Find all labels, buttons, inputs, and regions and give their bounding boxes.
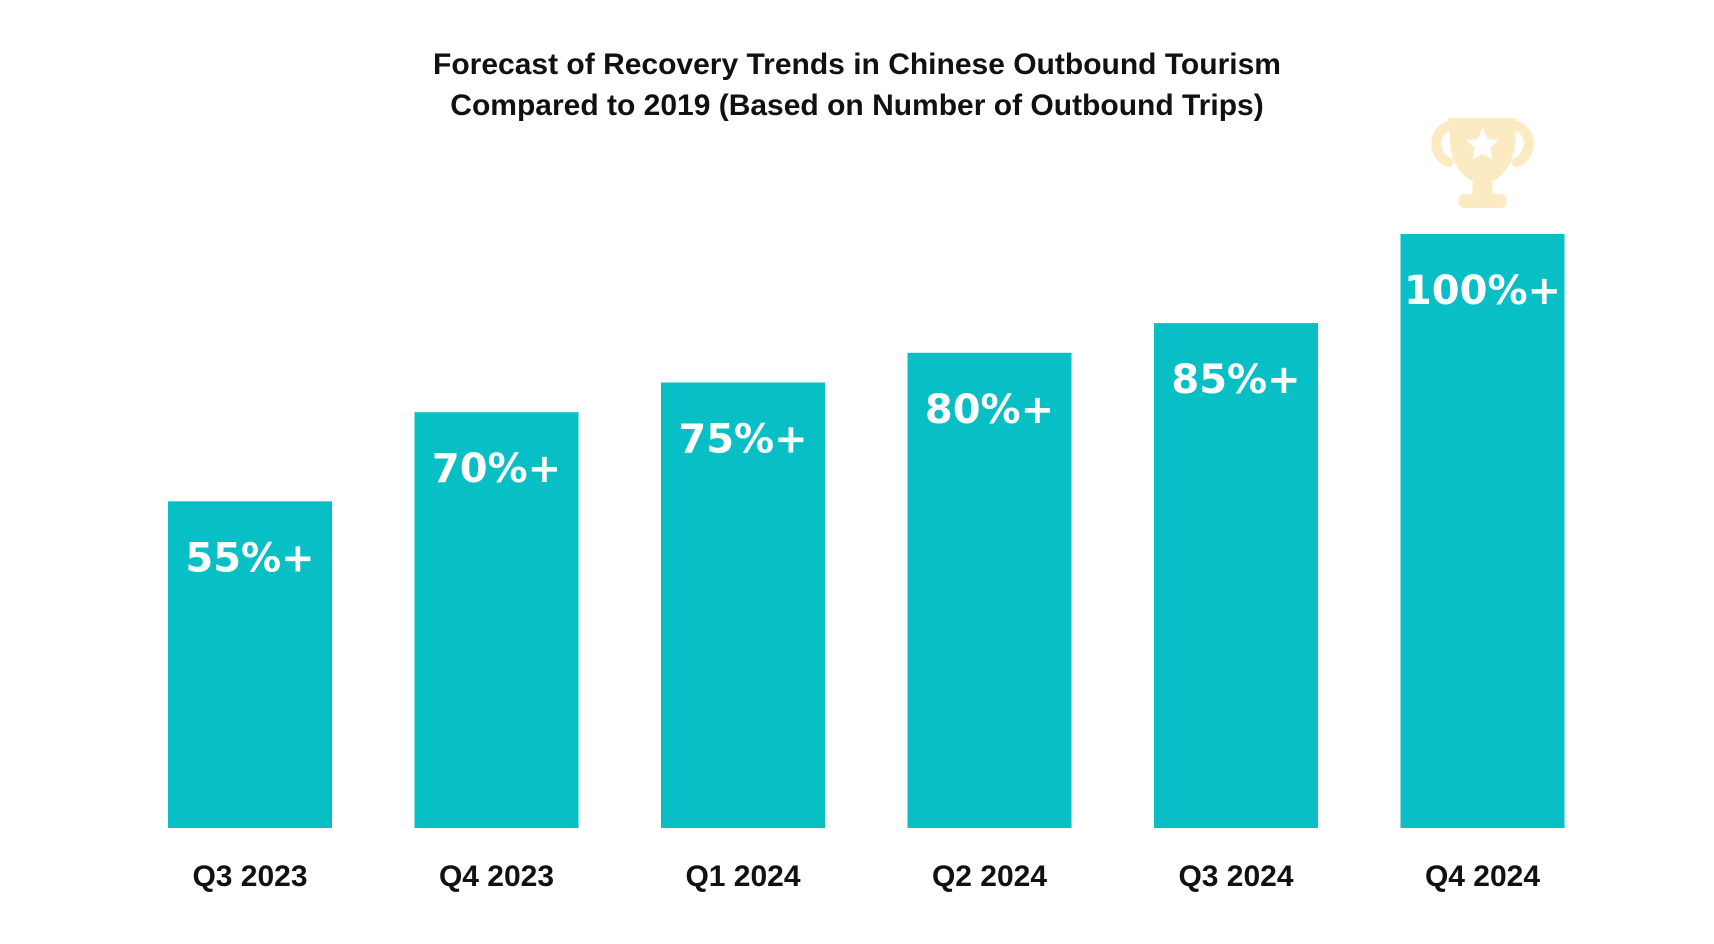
chart-title-line-1: Forecast of Recovery Trends in Chinese O…	[433, 48, 1281, 81]
chart-title: Forecast of Recovery Trends in Chinese O…	[0, 44, 1714, 126]
data-label: 75%+	[678, 417, 807, 463]
data-label: 100%+	[1404, 268, 1561, 314]
bar-q2-2024	[907, 352, 1072, 828]
category-label: Q3 2024	[1178, 860, 1293, 893]
category-label: Q4 2023	[439, 860, 554, 893]
bars-layer	[168, 234, 1565, 828]
bar-q4-2024	[1400, 234, 1565, 828]
category-label: Q3 2023	[192, 860, 307, 893]
data-labels-layer: 55%+ 70%+ 75%+ 80%+ 85%+ 100%+	[185, 268, 1561, 581]
bar-q3-2023	[168, 501, 332, 828]
bar-q4-2023	[414, 412, 579, 828]
bar-q1-2024	[661, 382, 825, 828]
data-label: 55%+	[185, 535, 314, 581]
chart-title-line-2: Compared to 2019 (Based on Number of Out…	[450, 89, 1264, 122]
data-label: 85%+	[1171, 357, 1300, 403]
category-label: Q1 2024	[685, 860, 800, 893]
trophy-icon	[1431, 118, 1534, 208]
data-label: 70%+	[432, 446, 561, 492]
bar-q3-2024	[1154, 323, 1318, 828]
category-label: Q2 2024	[932, 860, 1047, 893]
category-label: Q4 2024	[1425, 860, 1540, 893]
data-label: 80%+	[925, 387, 1054, 433]
category-labels-layer: Q3 2023 Q4 2023 Q1 2024 Q2 2024 Q3 2024 Q4 20…	[192, 860, 1540, 893]
